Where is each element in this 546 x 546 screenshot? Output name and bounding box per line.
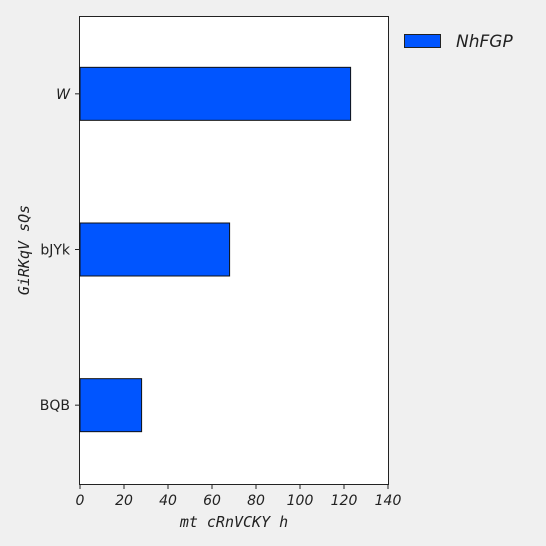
x-tick-label: 120: [331, 493, 358, 509]
bar-BQB: [79, 378, 143, 433]
x-axis-ticks: 0 20 40 60 80 100 120 140: [76, 484, 402, 509]
y-tick-label: bJYk: [40, 243, 71, 259]
legend-swatch: [404, 34, 441, 48]
x-tick-label: 60: [203, 493, 221, 509]
bar-bJYk: [79, 222, 231, 277]
y-tick-label: W: [56, 87, 71, 103]
x-tick-label: 80: [247, 493, 265, 509]
legend-label: NhFGP: [456, 32, 513, 52]
x-tick-label: 40: [159, 493, 177, 509]
x-tick-label: 140: [375, 493, 402, 509]
y-axis-title: GiRKqV sQs: [15, 205, 33, 295]
bars-group: [79, 66, 352, 433]
legend: NhFGP: [404, 32, 513, 52]
bar-W: [79, 66, 352, 121]
x-tick-label: 20: [115, 493, 133, 509]
x-axis-title: mt cRnVCKY h: [179, 513, 288, 531]
x-tick-label: 100: [287, 493, 314, 509]
x-tick-label: 0: [76, 493, 85, 509]
y-tick-label: BQB: [40, 398, 70, 414]
